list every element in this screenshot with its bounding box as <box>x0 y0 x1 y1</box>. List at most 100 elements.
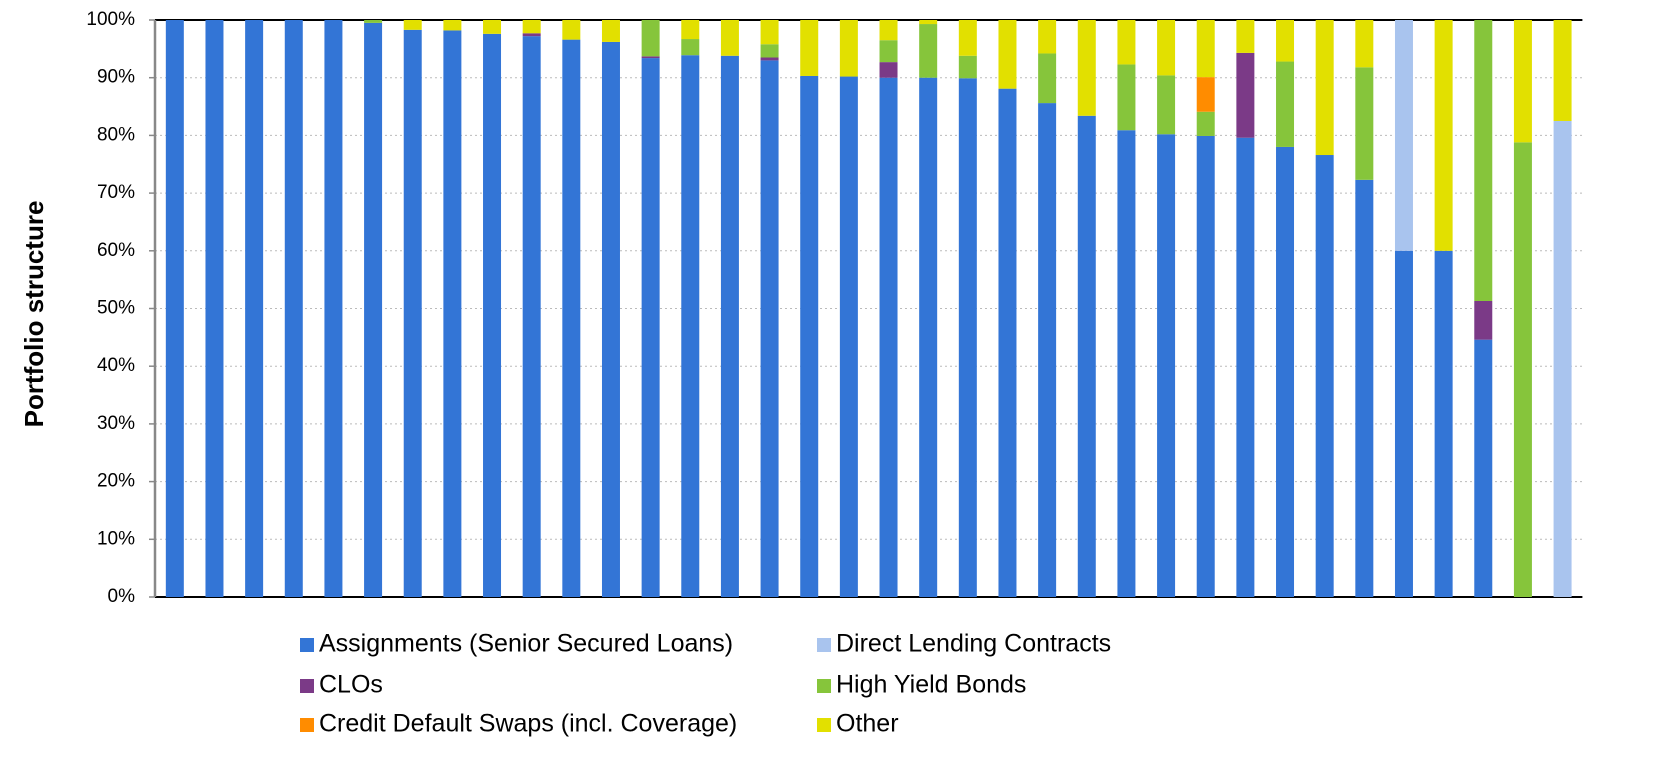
bar-segment <box>562 39 581 598</box>
y-tick-label: 70% <box>97 182 135 203</box>
bar-segment <box>760 60 779 597</box>
bar-segment <box>483 20 502 34</box>
legend-label: Assignments (Senior Secured Loans) <box>319 630 733 658</box>
bar-segment <box>919 77 938 597</box>
bar-segment <box>245 20 264 597</box>
bar-segment <box>641 58 660 597</box>
legend-swatch <box>817 718 831 732</box>
y-tick-label: 80% <box>97 124 135 145</box>
bar-segment <box>1474 339 1493 597</box>
legend-swatch <box>300 638 314 652</box>
bar-segment <box>1077 115 1096 598</box>
bar-segment <box>1236 52 1255 138</box>
bar-segment <box>998 88 1017 598</box>
bar-segment <box>443 20 462 31</box>
legend-label: High Yield Bonds <box>836 671 1026 699</box>
y-axis-label: Portfolio structure <box>19 201 49 428</box>
bar-segment <box>324 20 343 597</box>
y-tick-label: 40% <box>97 355 135 376</box>
bar-segment <box>1196 135 1215 598</box>
bar-segment <box>165 20 184 597</box>
bar-segment <box>364 20 383 23</box>
bar-segment <box>800 20 819 76</box>
bar-segment <box>1315 155 1334 597</box>
bar-segment <box>720 55 739 598</box>
y-tick-label: 10% <box>97 528 135 549</box>
bar-segment <box>919 24 938 78</box>
bar-segment <box>205 20 224 597</box>
bar-segment <box>720 20 739 56</box>
bar-segment <box>562 20 581 40</box>
bar-segment <box>681 39 700 56</box>
bar-segment <box>443 30 462 598</box>
legend-swatch <box>300 679 314 693</box>
bar-segment <box>800 75 819 598</box>
y-tick-label: 0% <box>108 586 136 607</box>
bar-segment <box>879 77 898 597</box>
bar-segment <box>1038 20 1057 54</box>
bar-segment <box>1117 64 1136 131</box>
bar-segment <box>522 36 541 597</box>
bar-segment <box>760 57 779 61</box>
legend-label: Other <box>836 710 899 738</box>
bar-segment <box>1276 146 1295 597</box>
bar-segment <box>839 76 858 597</box>
bar-segment <box>1276 20 1295 62</box>
bar-segment <box>1434 20 1453 251</box>
bar-segment <box>483 33 502 597</box>
y-tick-label: 30% <box>97 413 135 434</box>
bar-segment <box>1474 300 1493 340</box>
bar-segment <box>958 78 977 598</box>
legend-swatch <box>817 638 831 652</box>
bar-segment <box>1355 67 1374 180</box>
bar-segment <box>1196 77 1215 112</box>
bar-segment <box>1474 20 1493 301</box>
bar-segment <box>1117 20 1136 65</box>
bar-segment <box>1157 75 1176 135</box>
legend-swatch <box>300 718 314 732</box>
y-tick-label: 100% <box>86 9 135 30</box>
bar-segment <box>998 20 1017 89</box>
bar-segment <box>1553 20 1572 121</box>
bar-segment <box>919 20 938 25</box>
bar-segment <box>879 62 898 78</box>
bar-segment <box>1196 111 1215 136</box>
bar-segment <box>760 20 779 45</box>
legend-swatch <box>817 679 831 693</box>
bar-segment <box>1038 53 1057 104</box>
bar-segment <box>879 20 898 41</box>
bar-segment <box>1355 179 1374 598</box>
bar-segment <box>1394 20 1413 251</box>
bar-segment <box>958 55 977 79</box>
bar-segment <box>522 20 541 34</box>
bar-segment <box>403 29 422 597</box>
bar-segment <box>1157 134 1176 597</box>
bar-segment <box>1276 61 1295 147</box>
bar-segment <box>681 55 700 597</box>
bar-segment <box>1553 120 1572 597</box>
bar-segment <box>839 20 858 77</box>
bar-segment <box>1434 250 1453 598</box>
bar-segment <box>522 33 541 37</box>
bar-segment <box>1117 130 1136 597</box>
bar-segment <box>681 20 700 40</box>
bar-segment <box>1236 20 1255 53</box>
bar-segment <box>601 41 620 597</box>
bar-segment <box>284 20 303 597</box>
bar-segment <box>1038 103 1057 597</box>
bar-segment <box>1236 137 1255 597</box>
bar-segment <box>958 20 977 56</box>
bar-segment <box>1513 20 1532 143</box>
bar-segment <box>601 20 620 42</box>
bar-segment <box>641 56 660 59</box>
bar-segment <box>1196 20 1215 78</box>
legend-label: Direct Lending Contracts <box>836 630 1111 658</box>
y-tick-label: 20% <box>97 471 135 492</box>
bar-segment <box>364 22 383 597</box>
bar-segment <box>879 40 898 63</box>
y-tick-label: 60% <box>97 240 135 261</box>
bar-segment <box>1315 20 1334 156</box>
bar-segment <box>760 44 779 58</box>
bar-segment <box>641 20 660 57</box>
